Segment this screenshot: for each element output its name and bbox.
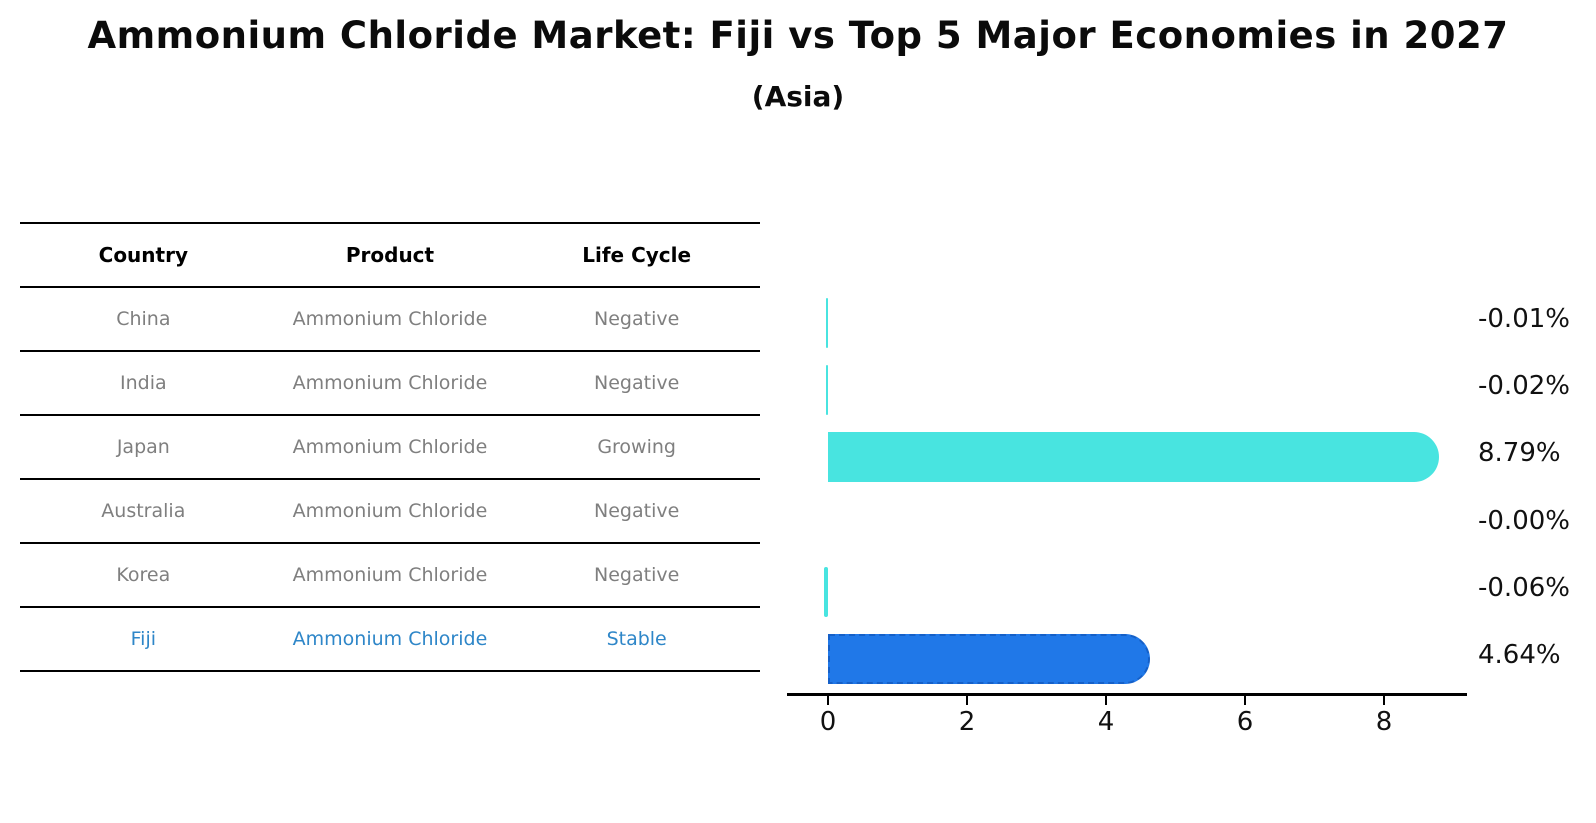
col-header-country: Country bbox=[20, 223, 267, 288]
cell-lifecycle: Negative bbox=[513, 287, 760, 352]
cell-lifecycle: Stable bbox=[513, 607, 760, 672]
table-row: Fiji Ammonium Chloride Stable bbox=[20, 607, 760, 672]
bar-india bbox=[826, 365, 828, 415]
bar-japan bbox=[828, 432, 1439, 483]
cell-country: China bbox=[20, 287, 267, 352]
cell-product: Ammonium Chloride bbox=[266, 351, 514, 416]
col-header-product: Product bbox=[266, 223, 514, 288]
country-table: Country Product Life Cycle China Ammoniu… bbox=[20, 222, 760, 672]
cell-product: Ammonium Chloride bbox=[266, 415, 514, 480]
table-row: China Ammonium Chloride Negative bbox=[20, 287, 760, 352]
bar-value-label: -0.02% bbox=[1478, 371, 1570, 401]
cell-lifecycle: Negative bbox=[513, 543, 760, 608]
col-header-lifecycle: Life Cycle bbox=[513, 223, 760, 288]
bar-value-label: -0.01% bbox=[1478, 303, 1570, 334]
bar-fiji bbox=[828, 634, 1151, 685]
bar-korea bbox=[823, 567, 828, 617]
plot-area bbox=[787, 289, 1467, 696]
cell-lifecycle: Negative bbox=[513, 479, 760, 544]
bar-china bbox=[826, 297, 828, 348]
x-axis-tick bbox=[1244, 696, 1246, 705]
bar-value-label: -0.06% bbox=[1478, 573, 1570, 603]
bar-value-label: 4.64% bbox=[1478, 640, 1561, 671]
table-header-row: Country Product Life Cycle bbox=[20, 223, 760, 288]
x-axis-tick-label: 8 bbox=[1375, 707, 1393, 737]
x-axis-tick bbox=[827, 696, 829, 705]
cell-product: Ammonium Chloride bbox=[266, 287, 514, 352]
cell-country: Japan bbox=[20, 415, 267, 480]
x-axis-tick-label: 6 bbox=[1236, 707, 1254, 737]
cell-country: Australia bbox=[20, 479, 267, 544]
cell-lifecycle: Negative bbox=[513, 351, 760, 416]
table-row: Australia Ammonium Chloride Negative bbox=[20, 479, 760, 544]
table-row: Korea Ammonium Chloride Negative bbox=[20, 543, 760, 608]
cell-lifecycle: Growing bbox=[513, 415, 760, 480]
x-axis-tick-label: 4 bbox=[1097, 707, 1115, 737]
x-axis-tick bbox=[1383, 696, 1385, 705]
table-row: Japan Ammonium Chloride Growing bbox=[20, 415, 760, 480]
x-axis-tick-label: 0 bbox=[819, 707, 837, 737]
x-axis-tick-label: 2 bbox=[958, 707, 976, 737]
bar-value-label: -0.00% bbox=[1478, 505, 1570, 536]
cell-product: Ammonium Chloride bbox=[266, 479, 514, 544]
cell-country: India bbox=[20, 351, 267, 416]
chart-subtitle: (Asia) bbox=[751, 80, 845, 113]
cell-country: Korea bbox=[20, 543, 267, 608]
x-axis-tick bbox=[966, 696, 968, 705]
x-axis-tick bbox=[1105, 696, 1107, 705]
cell-country: Fiji bbox=[20, 607, 267, 672]
cell-product: Ammonium Chloride bbox=[266, 607, 514, 672]
chart-title: Ammonium Chloride Market: Fiji vs Top 5 … bbox=[87, 14, 1509, 57]
table-row: India Ammonium Chloride Negative bbox=[20, 351, 760, 416]
cell-product: Ammonium Chloride bbox=[266, 543, 514, 608]
bar-value-label: 8.79% bbox=[1478, 438, 1561, 469]
